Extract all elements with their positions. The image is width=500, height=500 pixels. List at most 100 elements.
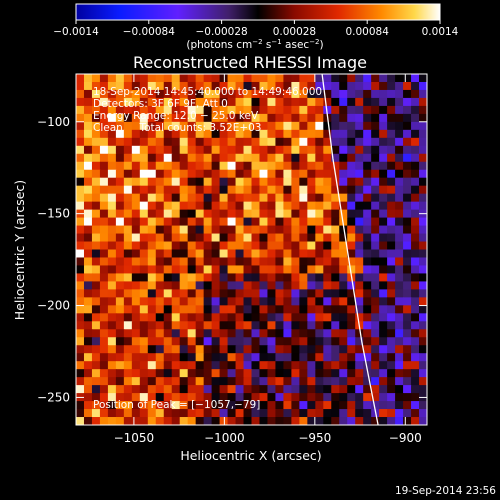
heatmap-pixel [123,337,133,346]
heatmap-pixel [299,417,308,425]
heatmap-pixel [259,361,269,370]
heatmap-pixel [99,313,109,322]
heatmap-pixel [267,225,277,235]
heatmap-pixel [411,417,420,425]
heatmap-pixel [275,385,285,394]
heatmap-pixel [219,97,229,107]
heatmap-pixel [107,153,117,163]
heatmap-pixel [315,417,324,425]
heatmap-pixel [187,145,197,155]
heatmap-pixel [275,153,285,163]
heatmap-pixel [155,273,165,283]
heatmap-pixel [323,177,332,187]
heatmap-pixel [107,265,117,275]
heatmap-pixel [323,153,332,163]
heatmap-pixel [227,417,237,425]
heatmap-pixel [323,265,332,275]
heatmap-pixel [267,305,277,314]
heatmap-pixel [123,393,133,402]
heatmap-pixel [187,337,197,346]
heatmap-pixel [99,129,109,139]
heatmap-pixel [331,321,340,330]
heatmap-pixel [395,401,404,410]
heatmap-pixel [379,153,388,163]
heatmap-pixel [203,217,213,227]
x-axis-label: Heliocentric X (arcsec) [180,448,321,463]
heatmap-pixel [243,305,253,314]
heatmap-pixel [339,345,348,354]
heatmap-pixel [283,257,292,267]
heatmap-pixel [379,105,388,115]
heatmap-pixel [83,121,93,131]
heatmap-pixel [363,385,372,394]
heatmap-pixel [251,225,261,235]
heatmap-pixel [387,193,396,203]
heatmap-pixel [395,74,404,83]
heatmap-pixel [387,81,396,91]
heatmap-pixel [323,249,332,259]
heatmap-pixel [99,353,109,362]
heatmap-pixel [107,369,117,378]
heatmap-pixel [123,217,133,227]
heatmap-pixel [299,113,308,123]
heatmap-pixel [387,161,396,171]
heatmap-pixel [355,105,364,115]
heatmap-pixel [115,345,125,354]
heatmap-pixel [347,81,356,91]
heatmap-pixel [179,137,189,147]
heatmap-pixel [187,321,197,330]
heatmap-pixel [115,81,125,91]
annotation-energy-range: Energy Range: 12.0 − 25.0 keV [93,110,259,122]
heatmap-pixel [195,233,205,243]
heatmap-pixel [291,153,300,163]
heatmap-pixel [411,249,420,259]
heatmap-pixel [371,145,380,155]
heatmap-pixel [315,241,324,251]
heatmap-pixel [379,217,388,227]
heatmap-pixel [99,81,109,91]
heatmap-pixel [99,249,109,259]
heatmap-pixel [291,369,300,378]
heatmap-pixel [387,273,396,283]
heatmap-pixel [83,313,93,322]
heatmap-pixel [131,145,141,155]
heatmap-pixel [123,193,133,203]
heatmap-pixel [179,417,189,425]
heatmap-pixel [355,297,364,306]
heatmap-pixel [299,401,308,410]
heatmap-pixel [387,257,396,267]
heatmap-pixel [227,321,237,330]
heatmap-pixel [251,393,261,402]
heatmap-pixel [243,361,253,370]
heatmap-pixel [219,401,229,410]
heatmap-pixel [395,129,404,139]
heatmap-pixel [291,201,300,211]
heatmap-pixel [339,74,348,83]
heatmap-pixel [139,177,149,187]
heatmap-pixel [123,409,133,418]
heatmap-pixel [339,145,348,155]
heatmap-pixel [115,137,125,147]
heatmap-pixel [371,225,380,235]
heatmap-pixel [307,161,316,171]
heatmap-pixel [323,89,332,99]
heatmap-pixel [363,281,372,290]
heatmap-pixel [283,337,292,346]
heatmap-pixel [235,393,245,402]
heatmap-pixel [299,81,308,91]
heatmap-pixel [275,417,285,425]
heatmap-pixel [179,129,189,139]
heatmap-pixel [187,201,197,211]
heatmap-pixel [419,225,427,235]
heatmap-pixel [419,137,427,147]
heatmap-pixel [323,329,332,338]
heatmap-pixel [203,185,213,195]
heatmap-pixel [395,297,404,306]
heatmap-pixel [131,257,141,267]
heatmap-pixel [419,121,427,131]
heatmap-pixel [171,321,181,330]
heatmap-pixel [259,121,269,131]
heatmap-pixel [291,137,300,147]
heatmap-pixel [147,153,157,163]
heatmap-pixel [147,249,157,259]
